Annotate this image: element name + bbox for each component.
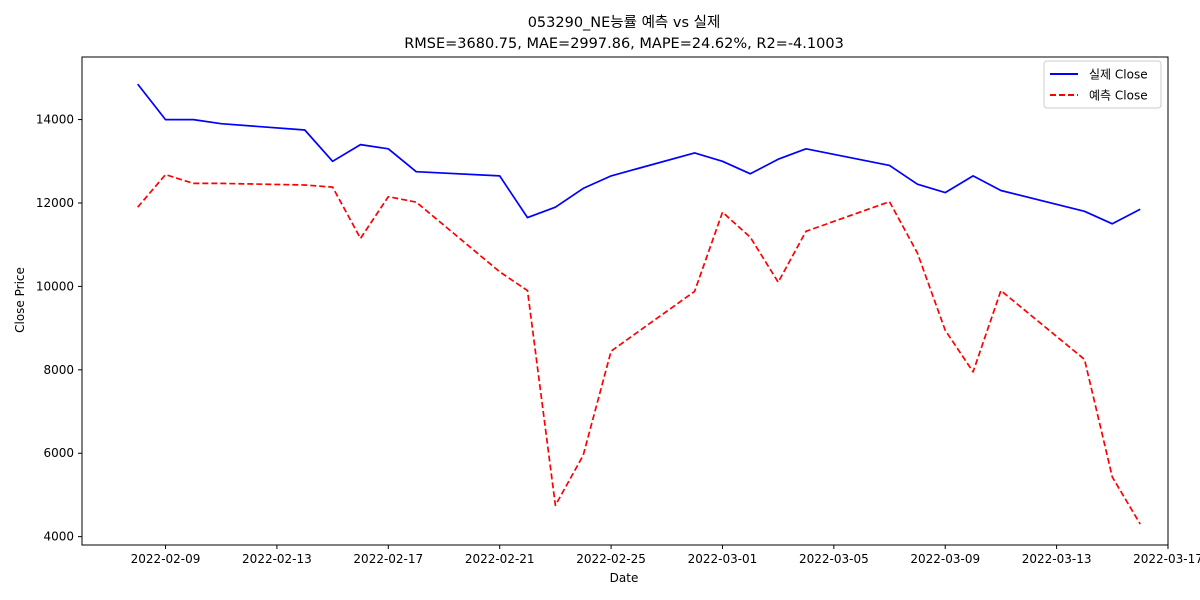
legend-label-actual: 실제 Close xyxy=(1089,68,1148,82)
x-tick-label: 2022-03-01 xyxy=(688,552,758,566)
series-line-predicted xyxy=(137,173,1141,525)
series-line-actual xyxy=(137,83,1141,225)
x-tick-label: 2022-02-25 xyxy=(576,552,646,566)
legend: 실제 Close 예측 Close xyxy=(1043,60,1162,109)
x-axis-label: Date xyxy=(610,571,639,585)
plot-frame xyxy=(81,56,1169,546)
x-tick-label: 2022-03-09 xyxy=(910,552,980,566)
y-tick-label: 10000 xyxy=(36,279,74,293)
legend-box xyxy=(1043,60,1162,109)
x-tick-label: 2022-02-09 xyxy=(131,552,201,566)
chart-subtitle: RMSE=3680.75, MAE=2997.86, MAPE=24.62%, … xyxy=(404,36,844,52)
legend-label-predicted: 예측 Close xyxy=(1089,89,1148,103)
y-tick-label: 8000 xyxy=(43,363,74,377)
x-tick-label: 2022-02-13 xyxy=(242,552,312,566)
x-tick-label: 2022-03-17 xyxy=(1133,552,1200,566)
plot-area: 2022-02-09 2022-02-13 2022-02-17 2022-02-21… xyxy=(36,56,1200,566)
x-tick-label: 2022-02-17 xyxy=(353,552,423,566)
chart-title: 053290_NE능률 예측 vs 실제 xyxy=(528,14,721,31)
y-axis-label: Close Price xyxy=(13,267,27,333)
x-tick-label: 2022-02-21 xyxy=(465,552,535,566)
y-tick-label: 14000 xyxy=(36,113,74,127)
y-tick-label: 12000 xyxy=(36,196,74,210)
y-tick-label: 4000 xyxy=(43,530,74,544)
y-tick-label: 6000 xyxy=(43,446,74,460)
x-tick-label: 2022-03-05 xyxy=(799,552,869,566)
x-tick-label: 2022-03-13 xyxy=(1022,552,1092,566)
